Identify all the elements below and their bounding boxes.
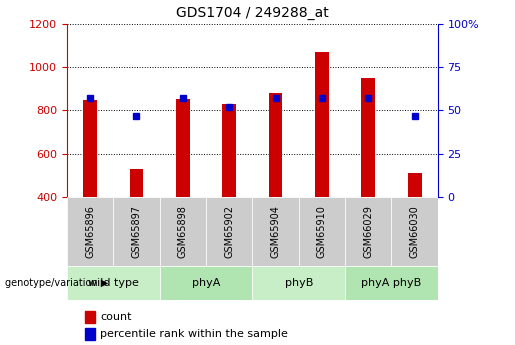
Bar xyxy=(130,169,143,197)
Text: GSM65898: GSM65898 xyxy=(178,205,188,258)
Bar xyxy=(67,266,160,300)
Bar xyxy=(252,197,299,266)
Bar xyxy=(67,197,113,266)
Title: GDS1704 / 249288_at: GDS1704 / 249288_at xyxy=(176,6,329,20)
Text: genotype/variation ▶: genotype/variation ▶ xyxy=(5,278,108,288)
Bar xyxy=(160,197,206,266)
Bar xyxy=(391,197,438,266)
Text: GSM65904: GSM65904 xyxy=(270,205,281,258)
Text: GSM65897: GSM65897 xyxy=(131,205,142,258)
Bar xyxy=(315,52,329,197)
Text: GSM66030: GSM66030 xyxy=(409,205,420,257)
Bar xyxy=(345,266,438,300)
Text: count: count xyxy=(100,312,132,322)
Bar xyxy=(160,266,252,300)
Text: GSM65902: GSM65902 xyxy=(224,205,234,258)
Text: GSM65896: GSM65896 xyxy=(85,205,95,258)
Text: phyA phyB: phyA phyB xyxy=(362,278,421,288)
Bar xyxy=(361,78,375,197)
Bar xyxy=(113,197,160,266)
Bar xyxy=(345,197,391,266)
Bar xyxy=(176,99,190,197)
Bar xyxy=(85,328,95,340)
Text: phyB: phyB xyxy=(284,278,313,288)
Bar xyxy=(83,100,97,197)
Bar xyxy=(252,266,345,300)
Text: phyA: phyA xyxy=(192,278,220,288)
Text: GSM65910: GSM65910 xyxy=(317,205,327,258)
Text: percentile rank within the sample: percentile rank within the sample xyxy=(100,329,288,339)
Bar xyxy=(222,104,236,197)
Bar xyxy=(85,310,95,323)
Bar xyxy=(206,197,252,266)
Text: GSM66029: GSM66029 xyxy=(363,205,373,258)
Bar xyxy=(269,93,282,197)
Bar xyxy=(408,173,421,197)
Text: wild type: wild type xyxy=(88,278,139,288)
Bar xyxy=(299,197,345,266)
